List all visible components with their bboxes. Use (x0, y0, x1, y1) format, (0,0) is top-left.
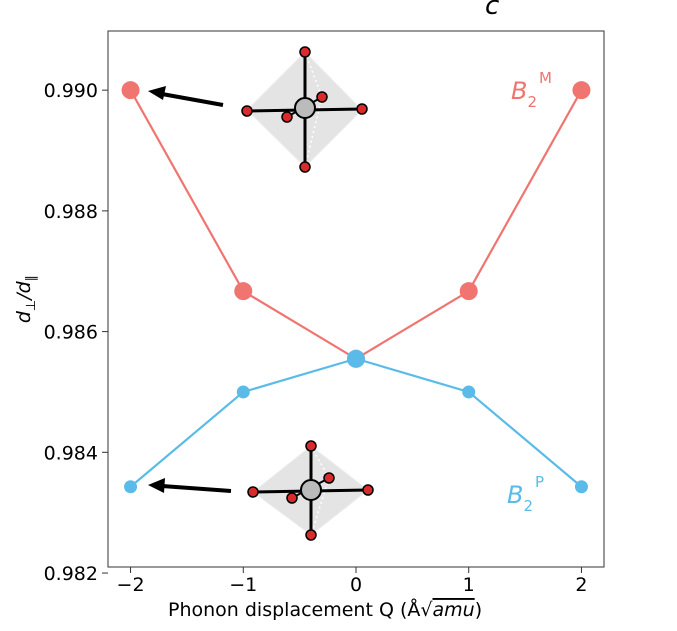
y-axis-label: d⊥/d∥ (13, 275, 39, 323)
center-atom (294, 97, 316, 119)
x-axis-label: Phonon displacement Q (Å√amu) (168, 598, 482, 621)
octahedron-edge (304, 96, 323, 168)
x-tick-label: −1 (229, 574, 257, 596)
lower-arrow (148, 478, 232, 493)
series-1-point (347, 349, 365, 368)
ligand-atom (316, 91, 328, 103)
series-label-b2p: B2P (507, 473, 544, 515)
series-1-point (462, 385, 476, 399)
series-points (121, 81, 591, 494)
series-1-point (574, 480, 588, 494)
y-tick-label: 0.982 (44, 563, 98, 585)
ligand-atom (299, 161, 311, 173)
y-tick-label: 0.990 (44, 80, 98, 102)
y-axis: 0.982 0.984 0.986 0.988 0.990 (44, 80, 108, 585)
x-tick-label: 0 (350, 574, 362, 596)
series-line-0 (129, 89, 583, 361)
series-0-point (572, 81, 591, 100)
series-0-point (121, 81, 140, 100)
octahedron-edge (304, 51, 323, 98)
octahedron-edge (310, 445, 330, 479)
y-tick-label: 0.988 (44, 201, 98, 223)
panel-letter: c (485, 0, 499, 21)
ligand-atom (362, 484, 374, 496)
series-label-b2m: B2M (511, 69, 552, 111)
ligand-atom (281, 111, 293, 123)
series-0-point (459, 282, 478, 301)
ligand-atom (305, 529, 317, 541)
upper-octahedron-inset (241, 46, 368, 173)
ligand-atom (323, 472, 335, 484)
series-0-point (234, 282, 253, 301)
x-tick-label: −2 (117, 574, 145, 596)
lower-octahedron-inset (247, 440, 374, 541)
series-1-point (124, 480, 138, 494)
y-tick-label: 0.984 (44, 442, 98, 464)
center-atom (300, 479, 322, 501)
ligand-atom (356, 103, 368, 115)
upper-arrow (148, 86, 224, 107)
y-tick-label: 0.986 (44, 322, 98, 344)
ligand-atom (305, 440, 317, 452)
series-1-point (236, 385, 250, 399)
x-axis: −2 −1 0 1 2 (117, 567, 588, 596)
x-tick-label: 2 (575, 574, 587, 596)
series-line-1 (129, 357, 583, 488)
ligand-atom (286, 492, 298, 504)
ligand-atom (247, 486, 259, 498)
ligand-atom (299, 46, 311, 58)
ligand-atom (241, 105, 253, 117)
x-tick-label: 1 (463, 574, 475, 596)
series-lines (129, 89, 583, 488)
